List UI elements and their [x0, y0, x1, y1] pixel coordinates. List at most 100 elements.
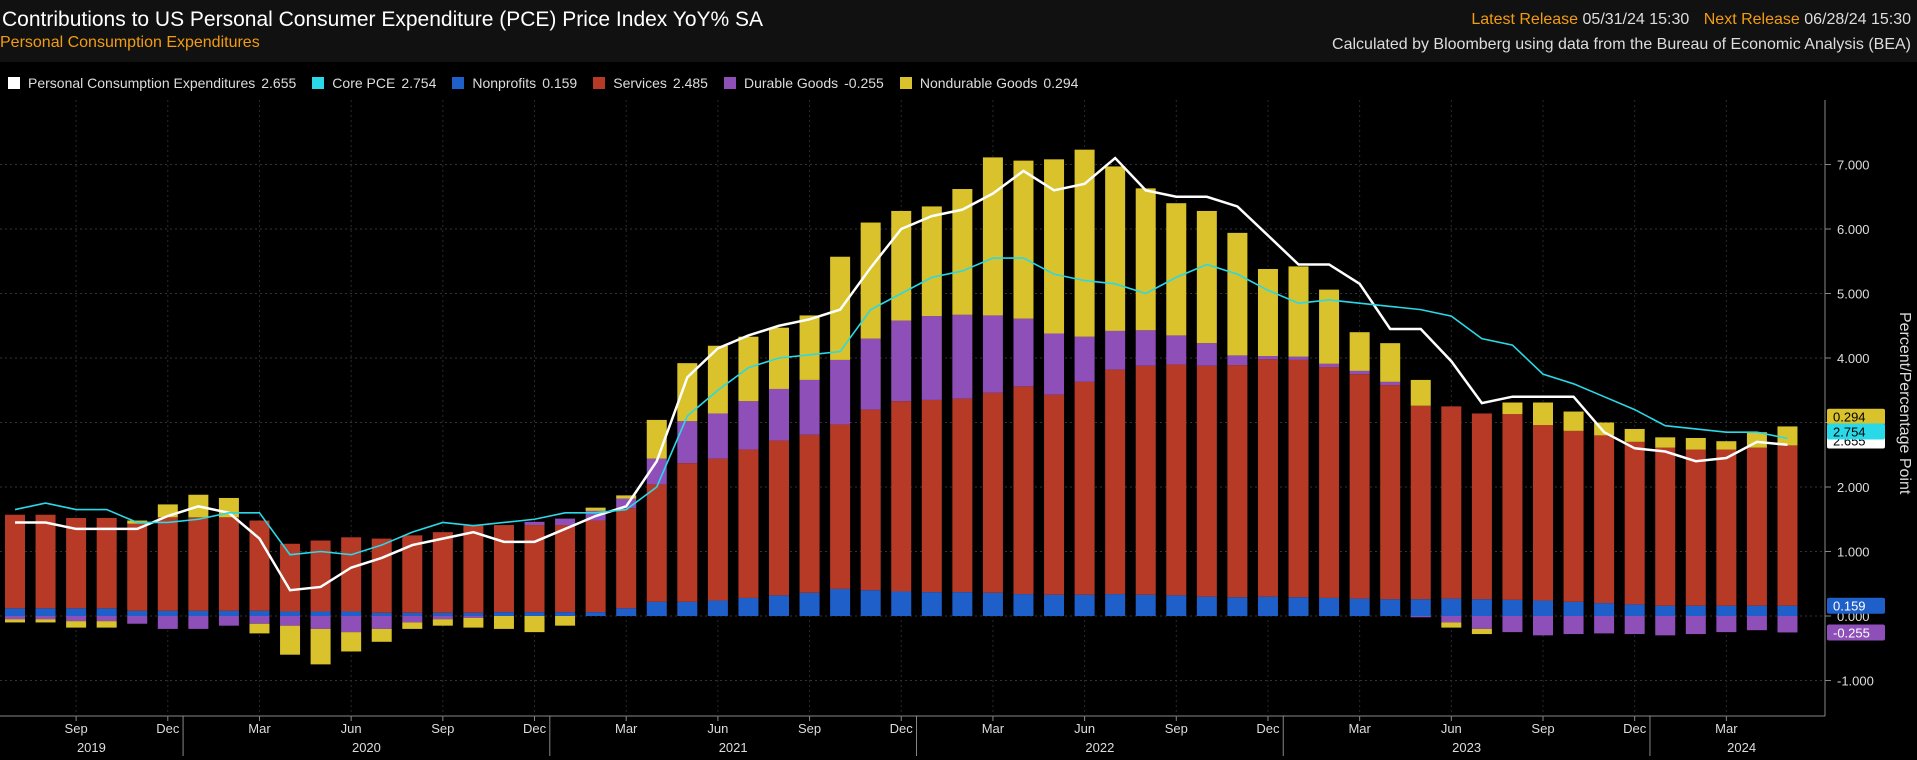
bar-segment-services	[371, 538, 392, 613]
legend-label: Nondurable Goods	[919, 75, 1038, 91]
bar-segment-durable-goods	[1044, 333, 1065, 395]
bar-segment-durable-goods	[5, 616, 25, 620]
bar-segment-services	[1410, 405, 1431, 600]
bar-segment-services	[799, 434, 820, 593]
bar-segment-nonprofits	[1502, 599, 1523, 616]
x-tick-label: Jun	[1441, 721, 1462, 736]
bar-segment-nondurable-goods	[402, 622, 423, 629]
legend-value: -0.255	[844, 75, 884, 91]
bar-segment-durable-goods	[1594, 616, 1615, 634]
bar-segment-services	[646, 484, 667, 602]
legend-item-services[interactable]: Services 2.485	[593, 75, 708, 91]
bar-segment-nonprofits	[646, 601, 667, 616]
bar-segment-nondurable-goods	[677, 363, 698, 422]
bar-segment-nonprofits	[341, 611, 362, 616]
bar-segment-nonprofits	[585, 612, 606, 616]
bar-segment-nondurable-goods	[891, 210, 912, 321]
chart-legend: Personal Consumption Expenditures 2.655 …	[8, 75, 1078, 91]
bar-segment-services	[1502, 414, 1523, 600]
bar-segment-nondurable-goods	[1380, 343, 1401, 382]
bar-segment-durable-goods	[1655, 616, 1676, 636]
bar-segment-nonprofits	[860, 590, 881, 616]
stacked-bar-chart: 7.0006.0005.0004.0003.0002.0001.0000.000…	[0, 100, 1913, 756]
end-label-value: 0.159	[1833, 599, 1866, 614]
bar-segment-nonprofits	[952, 592, 973, 616]
bar-segment-nonprofits	[432, 612, 453, 616]
bar-segment-durable-goods	[1319, 363, 1340, 368]
bar-segment-durable-goods	[1777, 616, 1798, 633]
bar-segment-durable-goods	[1410, 616, 1431, 618]
bar-segment-services	[1288, 359, 1309, 598]
bar-segment-nonprofits	[1319, 597, 1340, 616]
bar-segment-durable-goods	[157, 616, 178, 629]
bar-segment-durable-goods	[707, 413, 728, 459]
y-tick-label: 5.000	[1837, 287, 1870, 302]
bar-segment-nondurable-goods	[921, 206, 942, 317]
bar-segment-services	[952, 398, 973, 593]
bar-segment-services	[738, 449, 759, 598]
bar-segment-nondurable-goods	[1624, 428, 1645, 442]
bar-segment-nonprofits	[1257, 596, 1278, 616]
bar-segment-nondurable-goods	[1044, 159, 1065, 334]
bar-segment-nonprofits	[1044, 594, 1065, 616]
latest-release-value: 05/31/24 15:30	[1582, 11, 1690, 28]
bar-segment-nonprofits	[1227, 597, 1248, 616]
bar-segment-nonprofits	[1777, 605, 1798, 616]
x-tick-label: Jun	[707, 721, 728, 736]
bar-segment-nondurable-goods	[982, 157, 1003, 316]
bar-segment-durable-goods	[1166, 335, 1187, 365]
bar-segment-nondurable-goods	[1257, 268, 1278, 357]
x-tick-label: Sep	[65, 721, 88, 736]
legend-item-pce[interactable]: Personal Consumption Expenditures 2.655	[8, 75, 296, 91]
bar-segment-nonprofits	[1074, 594, 1095, 616]
bar-segment-nondurable-goods	[341, 632, 362, 652]
legend-item-durable-goods[interactable]: Durable Goods -0.255	[723, 75, 884, 91]
legend-item-nonprofits[interactable]: Nonprofits 0.159	[452, 75, 577, 91]
bar-segment-services	[585, 520, 606, 613]
end-label-value: 2.754	[1833, 425, 1866, 440]
bar-segment-durable-goods	[1471, 616, 1492, 629]
bar-segment-durable-goods	[1685, 616, 1706, 635]
bar-segment-services	[1013, 386, 1034, 595]
legend-item-core-pce[interactable]: Core PCE 2.754	[312, 75, 436, 91]
bar-segment-services	[96, 517, 117, 609]
bar-segment-durable-goods	[127, 616, 148, 624]
bar-segment-durable-goods	[524, 521, 545, 526]
bar-segment-nonprofits	[493, 612, 514, 616]
chart-title: Contributions to US Personal Consumer Ex…	[2, 8, 764, 31]
bar-segment-durable-goods	[1227, 355, 1248, 366]
bar-segment-nondurable-goods	[1563, 411, 1584, 431]
bar-segment-nonprofits	[1013, 594, 1034, 616]
bar-segment-durable-goods	[1380, 381, 1401, 386]
bar-segment-nondurable-goods	[1349, 332, 1370, 371]
legend-item-nondurable-goods[interactable]: Nondurable Goods 0.294	[899, 75, 1078, 91]
end-label-tag	[1827, 423, 1885, 440]
year-label: 2020	[352, 740, 381, 755]
bar-segment-nonprofits	[1655, 605, 1676, 616]
legend-value: 0.159	[542, 75, 578, 91]
bar-segment-services	[921, 399, 942, 593]
bar-segment-nonprofits	[1349, 598, 1370, 616]
next-release-value: 06/28/24 15:30	[1804, 11, 1911, 28]
y-tick-label: 2.000	[1837, 480, 1870, 495]
bar-segment-services	[1685, 449, 1706, 606]
y-tick-label: 4.000	[1837, 351, 1870, 366]
bar-segment-services	[432, 532, 453, 613]
bar-segment-nondurable-goods	[1685, 437, 1706, 450]
series-line-core-pce	[14, 257, 1788, 556]
bar-segment-nonprofits	[249, 610, 270, 616]
y-tick-label: -1.000	[1837, 674, 1874, 689]
y-axis-label: Percent/Percentage Point	[1896, 312, 1913, 495]
bars	[5, 149, 1798, 665]
bar-segment-nonprofits	[1533, 600, 1553, 616]
bar-segment-services	[1777, 445, 1798, 606]
bar-segment-nonprofits	[738, 597, 759, 616]
x-tick-label: Sep	[1531, 721, 1554, 736]
bar-segment-services	[280, 543, 301, 612]
bar-segment-nonprofits	[1746, 605, 1767, 616]
bar-segment-nondurable-goods	[799, 315, 820, 380]
legend-swatch	[312, 77, 325, 89]
bar-segment-nonprofits	[1105, 594, 1126, 616]
bar-segment-nondurable-goods	[493, 616, 514, 629]
bar-segment-services	[218, 517, 239, 611]
